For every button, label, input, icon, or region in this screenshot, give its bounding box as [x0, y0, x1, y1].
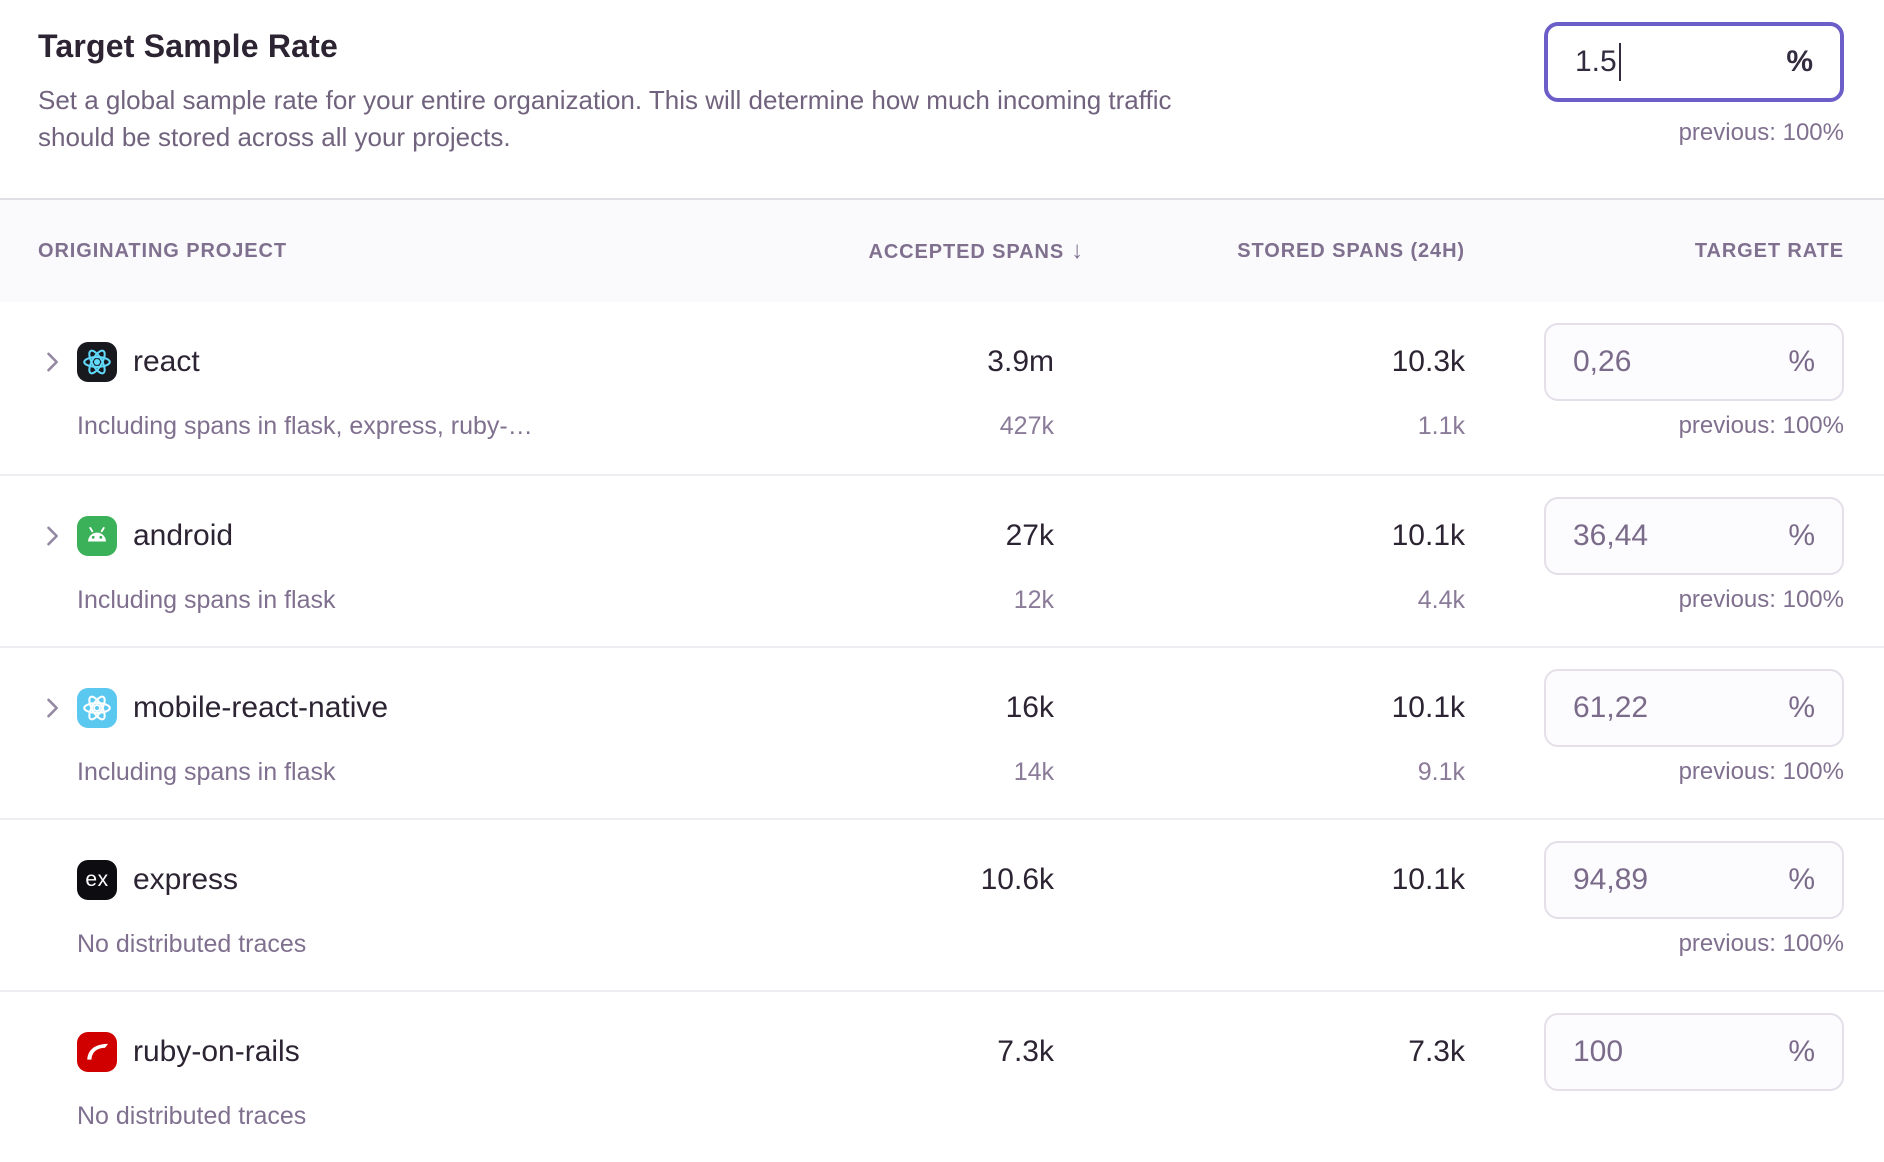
project-name: react — [133, 345, 200, 378]
target-rate-value: 100 — [1573, 1035, 1624, 1068]
stored-spans-value: 7.3k — [1408, 1035, 1465, 1068]
express-icon-label: ex — [85, 868, 109, 891]
row-note: Including spans in flask — [77, 757, 336, 786]
accepted-spans-value: 10.6k — [980, 863, 1054, 896]
column-header-stored-spans: STORED SPANS (24H) — [1237, 239, 1465, 262]
accepted-spans-label: ACCEPTED SPANS — [868, 241, 1065, 263]
accepted-spans-value: 7.3k — [997, 1035, 1054, 1068]
row-note: No distributed traces — [77, 929, 307, 958]
column-header-target-rate: TARGET RATE — [1694, 239, 1844, 262]
previous-rate-label: previous: 100% — [1678, 930, 1844, 957]
expand-chevron-icon[interactable] — [38, 522, 77, 550]
accepted-spans-sub-value: 14k — [1013, 757, 1054, 786]
accepted-spans-sub-value: 427k — [999, 411, 1054, 440]
row-note: No distributed traces — [77, 1101, 307, 1130]
android-platform-icon — [77, 516, 117, 556]
row-mobile-react-native: mobile-react-native 16k 10.1k 61,22 % In… — [0, 646, 1884, 818]
react-native-platform-icon — [77, 688, 117, 728]
accepted-spans-sub-value: 12k — [1013, 585, 1054, 614]
row-express: ex express 10.6k 10.1k 94,89 % No distri… — [0, 818, 1884, 990]
target-sample-rate-section: Target Sample Rate Set a global sample r… — [0, 0, 1884, 198]
page-description-line1: Set a global sample rate for your entire… — [38, 85, 1172, 115]
stored-spans-sub-value: 1.1k — [1417, 411, 1465, 440]
express-platform-icon: ex — [77, 860, 117, 900]
project-name: android — [133, 519, 234, 552]
percent-suffix: % — [1788, 691, 1815, 724]
percent-suffix: % — [1788, 1035, 1815, 1068]
expand-chevron-icon[interactable] — [38, 694, 77, 722]
table-header: ORIGINATING PROJECT ACCEPTED SPANS ↓ STOR… — [0, 198, 1884, 302]
page-title: Target Sample Rate — [38, 28, 338, 64]
accepted-spans-value: 16k — [1005, 691, 1054, 724]
target-rate-value: 36,44 — [1573, 519, 1649, 552]
project-name: ruby-on-rails — [133, 1035, 300, 1068]
row-note: Including spans in flask — [77, 585, 336, 614]
column-header-originating-project: ORIGINATING PROJECT — [38, 239, 287, 262]
global-rate-block: 1.5 % previous: 100% — [1544, 22, 1844, 147]
target-rate-value: 0,26 — [1573, 345, 1632, 378]
target-rate-input[interactable]: 61,22 % — [1544, 669, 1844, 747]
target-rate-input[interactable]: 36,44 % — [1544, 497, 1844, 575]
rails-platform-icon — [77, 1032, 117, 1072]
react-platform-icon — [77, 342, 117, 382]
global-sample-rate-value: 1.5 — [1575, 45, 1617, 78]
project-name: express — [133, 863, 239, 896]
stored-spans-sub-value: 9.1k — [1417, 757, 1465, 786]
column-header-accepted-spans[interactable]: ACCEPTED SPANS ↓ — [638, 237, 1084, 265]
percent-suffix: % — [1788, 863, 1815, 896]
target-rate-value: 61,22 — [1573, 691, 1649, 724]
global-sample-rate-input[interactable]: 1.5 % — [1544, 22, 1844, 102]
target-rate-value: 94,89 — [1573, 863, 1649, 896]
stored-spans-value: 10.3k — [1391, 345, 1465, 378]
page-description-line2: should be stored across all your project… — [38, 122, 511, 152]
target-rate-input[interactable]: 0,26 % — [1544, 323, 1844, 401]
target-rate-input[interactable]: 100 % — [1544, 1013, 1844, 1091]
stored-spans-value: 10.1k — [1391, 863, 1465, 896]
percent-suffix: % — [1786, 45, 1813, 78]
previous-rate-label: previous: 100% — [1678, 412, 1844, 439]
previous-rate-label: previous: 100% — [1678, 119, 1844, 146]
row-ruby-on-rails: ruby-on-rails 7.3k 7.3k 100 % No distrib… — [0, 990, 1884, 1162]
percent-suffix: % — [1788, 519, 1815, 552]
row-react: react 3.9m 10.3k 0,26 % Including spans … — [0, 302, 1884, 474]
text-cursor — [1618, 43, 1622, 81]
target-rate-input[interactable]: 94,89 % — [1544, 841, 1844, 919]
percent-suffix: % — [1788, 345, 1815, 378]
accepted-spans-value: 27k — [1005, 519, 1054, 552]
stored-spans-value: 10.1k — [1391, 519, 1465, 552]
page-description: Set a global sample rate for your entire… — [38, 82, 1844, 156]
stored-spans-sub-value: 4.4k — [1417, 585, 1465, 614]
previous-rate-label: previous: 100% — [1678, 586, 1844, 613]
previous-rate-label: previous: 100% — [1678, 758, 1844, 785]
project-name: mobile-react-native — [133, 691, 389, 724]
sort-descending-icon: ↓ — [1071, 237, 1084, 264]
row-android: android 27k 10.1k 36,44 % Including span… — [0, 474, 1884, 646]
row-note: Including spans in flask, express, ruby-… — [77, 411, 533, 440]
stored-spans-value: 10.1k — [1391, 691, 1465, 724]
accepted-spans-value: 3.9m — [987, 345, 1054, 378]
expand-chevron-icon[interactable] — [38, 348, 77, 376]
